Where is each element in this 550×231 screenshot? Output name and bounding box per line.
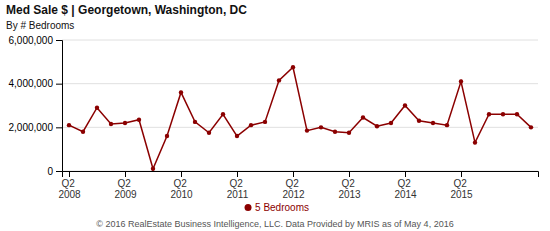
point — [81, 130, 85, 134]
x-tick-mark — [125, 171, 126, 177]
legend-swatch — [245, 204, 252, 211]
x-tick-mark — [405, 171, 406, 177]
x-axis-line — [63, 172, 539, 178]
x-tick: Q2 2010 — [170, 171, 193, 200]
point — [389, 121, 393, 125]
point — [221, 112, 225, 116]
x-tick-mark — [237, 171, 238, 177]
grid-line — [62, 83, 538, 84]
legend-label: 5 Bedrooms — [255, 202, 309, 213]
point — [179, 90, 183, 94]
point — [473, 140, 477, 144]
x-tick-label: Q2 2011 — [227, 178, 249, 200]
point — [123, 121, 127, 125]
x-tick: Q2 2013 — [338, 171, 361, 200]
point — [333, 130, 337, 134]
point — [515, 112, 519, 116]
point — [291, 65, 295, 69]
y-tick-label: 4,000,000 — [9, 78, 54, 89]
line — [69, 67, 531, 169]
grid-line — [62, 40, 538, 41]
grid-line — [62, 127, 538, 128]
point — [109, 122, 113, 126]
subtitle: By # Bedrooms — [6, 20, 74, 31]
x-tick-mark — [349, 171, 350, 177]
x-tick-mark — [461, 171, 462, 177]
x-tick-label: Q2 2015 — [450, 178, 473, 200]
x-tick-label: Q2 2010 — [170, 178, 193, 200]
point — [263, 120, 267, 124]
x-tick-label: Q2 2012 — [282, 178, 305, 200]
y-tick: 2,000,000 — [9, 122, 63, 133]
x-tick: Q2 2012 — [282, 171, 305, 200]
plot-area — [67, 65, 533, 171]
point — [529, 125, 533, 129]
chart: Med Sale $ | Georgetown, Washington, DC B… — [0, 0, 550, 231]
point — [375, 124, 379, 128]
x-tick-mark — [181, 171, 182, 177]
y-tick-mark — [56, 84, 62, 85]
point — [277, 78, 281, 82]
x-tick: Q2 2009 — [114, 171, 137, 200]
footer: © 2016 RealEstate Business Intelligence,… — [96, 219, 453, 229]
point — [361, 115, 365, 119]
x-tick: Q2 2015 — [450, 171, 473, 200]
x-tick-mark — [293, 171, 294, 177]
point — [165, 134, 169, 138]
title: Med Sale $ | Georgetown, Washington, DC — [6, 3, 247, 17]
point — [67, 123, 71, 127]
legend-item: 5 Bedrooms — [245, 202, 309, 213]
x-tick-label: Q2 2014 — [394, 178, 417, 200]
point — [501, 112, 505, 116]
point — [235, 134, 239, 138]
x-tick: Q2 2014 — [394, 171, 417, 200]
y-tick-mark — [56, 40, 62, 41]
x-tick: Q2 2008 — [58, 171, 81, 200]
point — [431, 121, 435, 125]
y-tick-label: 6,000,000 — [9, 35, 54, 46]
x-tick-label: Q2 2013 — [338, 178, 361, 200]
point — [95, 105, 99, 109]
point — [347, 131, 351, 135]
point — [151, 167, 155, 171]
y-axis: 0 2,000,000 4,000,000 6,000,000 — [9, 35, 63, 177]
y-tick: 0 — [47, 166, 62, 177]
point — [249, 123, 253, 127]
y-tick-label: 0 — [47, 166, 53, 177]
y-tick-mark — [56, 171, 62, 172]
point — [207, 131, 211, 135]
point — [459, 79, 463, 83]
legend: 5 Bedrooms — [245, 202, 309, 213]
x-tick: Q2 2011 — [227, 171, 249, 200]
x-tick-mark — [69, 171, 70, 177]
point — [403, 103, 407, 107]
point — [305, 128, 309, 132]
point — [319, 125, 323, 129]
point — [193, 120, 197, 124]
x-axis: Q2 2008 Q2 2009 Q2 2010 Q2 2011 Q2 2012 Q2 20… — [58, 171, 538, 200]
y-tick: 6,000,000 — [9, 35, 63, 46]
x-tick-label: Q2 2009 — [114, 178, 137, 200]
y-tick-label: 2,000,000 — [9, 122, 54, 133]
point — [487, 112, 491, 116]
y-tick-mark — [56, 127, 62, 128]
y-tick: 4,000,000 — [9, 78, 63, 89]
point — [445, 123, 449, 127]
x-tick-label: Q2 2008 — [58, 178, 81, 200]
y-axis-line — [56, 41, 63, 172]
grid — [62, 40, 538, 171]
point — [417, 119, 421, 123]
point — [137, 117, 141, 121]
